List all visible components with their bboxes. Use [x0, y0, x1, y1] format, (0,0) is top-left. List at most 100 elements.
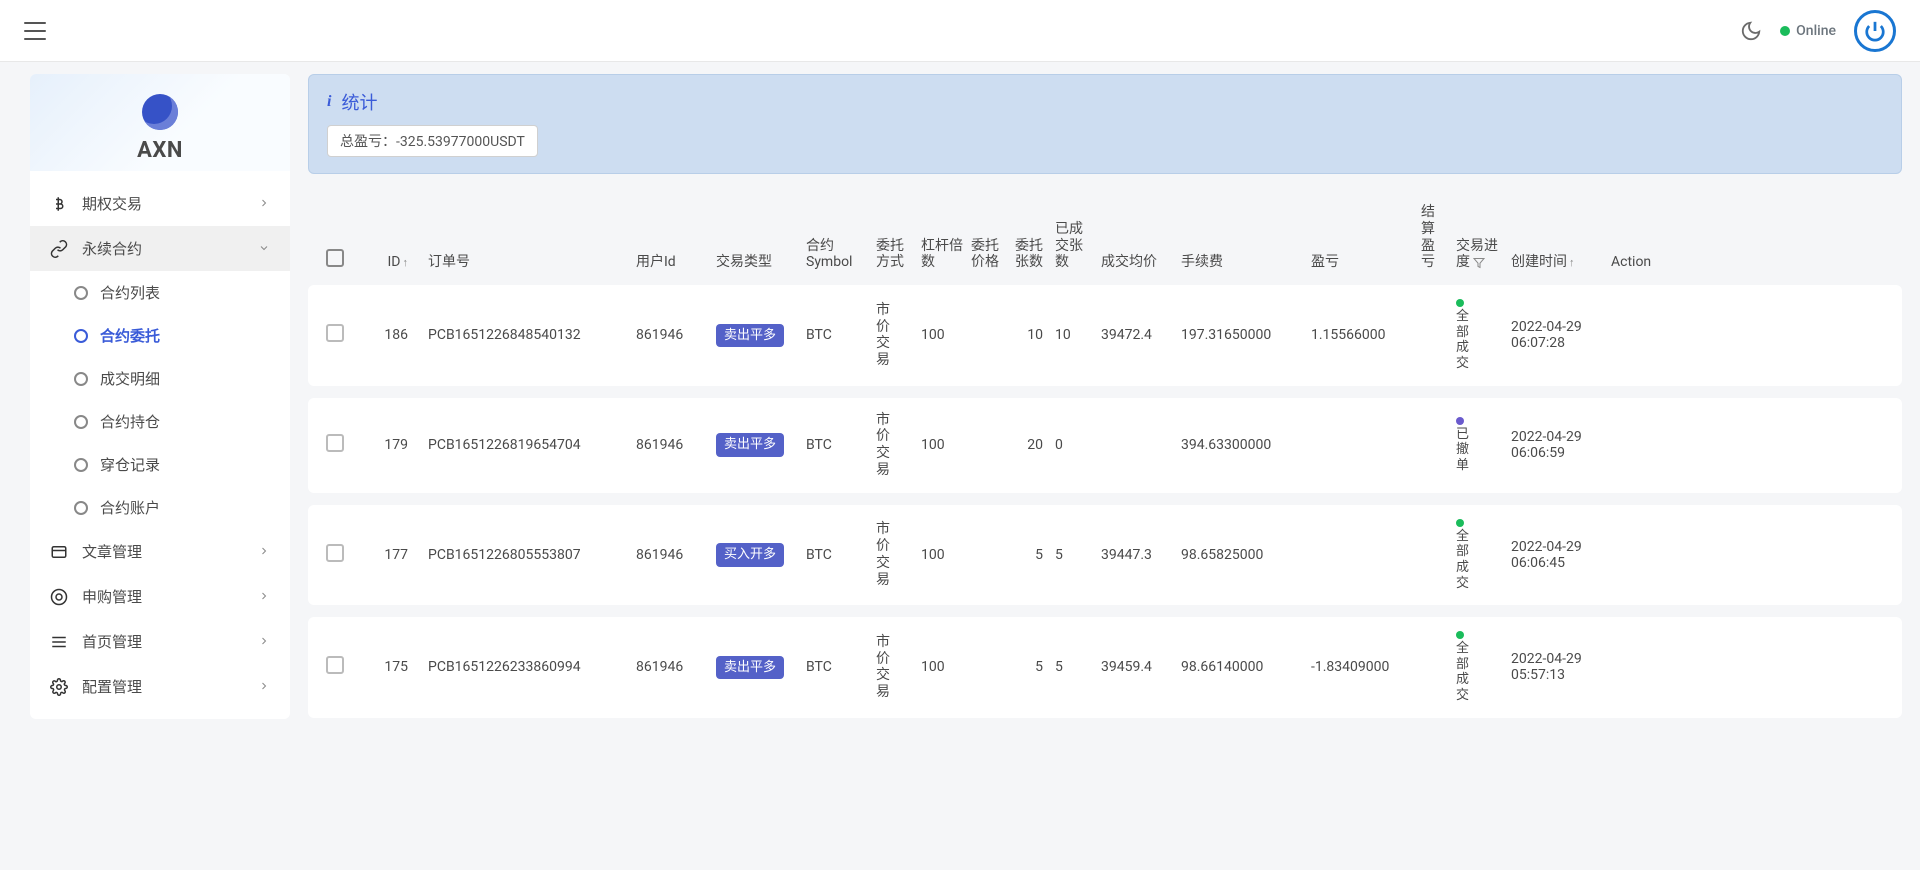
cell-fee: 197.31650000 [1177, 327, 1307, 343]
cell-created: 2022-04-29 05:57:13 [1507, 651, 1607, 683]
header-action[interactable]: Action [1611, 254, 1651, 270]
status-text: 已撤单 [1456, 427, 1469, 474]
row-checkbox[interactable] [326, 544, 344, 562]
header-trade-type[interactable]: 交易类型 [716, 254, 772, 270]
cell-pnl: -1.83409000 [1307, 659, 1417, 675]
cell-created: 2022-04-29 06:07:28 [1507, 319, 1607, 351]
subnav-item[interactable]: 合约账户 [30, 486, 290, 529]
info-icon: i [327, 93, 331, 111]
chevron-icon [258, 240, 270, 258]
subnav-item[interactable]: 合约列表 [30, 271, 290, 314]
status-text: 全部成交 [1456, 309, 1469, 371]
header-deal-amount[interactable]: 已成交张数 [1055, 221, 1083, 271]
header-entrust-amount[interactable]: 委托张数 [1015, 238, 1043, 271]
status-cell: 全部成交 [1456, 519, 1503, 591]
cell-created: 2022-04-29 06:06:45 [1507, 539, 1607, 571]
header-entrust-price[interactable]: 委托价格 [971, 238, 999, 271]
nav-group[interactable]: 首页管理 [30, 619, 290, 664]
subnav-label: 合约账户 [100, 497, 160, 518]
subnav-label: 合约列表 [100, 282, 160, 303]
subnav-item[interactable]: 合约持仓 [30, 400, 290, 443]
subnav-item[interactable]: 穿仓记录 [30, 443, 290, 486]
topbar: Online [0, 0, 1920, 62]
menu-toggle-button[interactable] [24, 22, 46, 40]
row-checkbox[interactable] [326, 434, 344, 452]
nav-group-label: 永续合约 [82, 238, 142, 259]
select-all-checkbox[interactable] [326, 249, 344, 267]
sort-asc-icon: ↑ [403, 256, 409, 269]
sidebar: AXN 期权交易 永续合约 合约列表合约委托成交明细合约持仓穿仓记录合约账户 文… [30, 74, 290, 719]
header-created[interactable]: 创建时间 [1511, 254, 1567, 270]
header-settle-pnl[interactable]: 结算盈亏 [1421, 204, 1435, 270]
cell-order-no: PCB1651226805553807 [412, 547, 632, 563]
filter-icon[interactable] [1473, 257, 1485, 269]
cell-entrust-amount: 5 [1007, 547, 1047, 563]
orders-table: ID↑ 订单号 用户Id 交易类型 合约Symbol 委托方式 杠杆倍数 委托价… [308, 194, 1902, 718]
header-leverage[interactable]: 杠杆倍数 [921, 238, 963, 271]
cell-symbol: BTC [802, 437, 872, 453]
cell-method: 市价交易 [872, 412, 917, 479]
cell-symbol: BTC [802, 659, 872, 675]
nav-group[interactable]: 永续合约 [30, 226, 290, 271]
online-label: Online [1796, 23, 1836, 39]
cell-avg-price: 39459.4 [1097, 659, 1177, 675]
cell-entrust-amount: 20 [1007, 437, 1047, 453]
status-dot-icon [1456, 631, 1464, 639]
cell-pnl: 1.15566000 [1307, 327, 1417, 343]
subnav-label: 合约委托 [100, 325, 160, 346]
header-user-id[interactable]: 用户Id [636, 254, 676, 270]
header-method[interactable]: 委托方式 [876, 238, 904, 271]
cell-deal-amount: 5 [1047, 547, 1097, 563]
header-avg-price[interactable]: 成交均价 [1101, 254, 1157, 270]
circle-icon [74, 458, 88, 472]
chevron-icon [258, 633, 270, 651]
nav-group[interactable]: 文章管理 [30, 529, 290, 574]
cell-leverage: 100 [917, 547, 967, 563]
status-dot-icon [1456, 417, 1464, 425]
cell-method: 市价交易 [872, 634, 917, 701]
status-cell: 全部成交 [1456, 631, 1503, 703]
status-text: 全部成交 [1456, 641, 1469, 703]
nav-group-icon [50, 543, 68, 561]
nav-group[interactable]: 申购管理 [30, 574, 290, 619]
chevron-icon [258, 678, 270, 696]
stats-title: i 统计 [327, 89, 1883, 115]
nav-group-icon [50, 678, 68, 696]
subnav-item[interactable]: 合约委托 [30, 314, 290, 357]
header-fee[interactable]: 手续费 [1181, 254, 1223, 270]
chevron-icon [258, 543, 270, 561]
dark-mode-icon[interactable] [1740, 20, 1762, 42]
cell-deal-amount: 0 [1047, 437, 1097, 453]
nav-group-label: 期权交易 [82, 193, 142, 214]
row-checkbox[interactable] [326, 656, 344, 674]
cell-user-id: 861946 [632, 547, 712, 563]
subnav-item[interactable]: 成交明细 [30, 357, 290, 400]
cell-method: 市价交易 [872, 521, 917, 588]
header-order-no[interactable]: 订单号 [428, 254, 470, 270]
nav-group[interactable]: 期权交易 [30, 181, 290, 226]
sort-asc-icon: ↑ [1569, 256, 1575, 269]
nav-group-label: 首页管理 [82, 631, 142, 652]
trade-type-badge: 买入开多 [716, 543, 784, 567]
cell-entrust-amount: 10 [1007, 327, 1047, 343]
logo-section: AXN [30, 74, 290, 171]
table-header-row: ID↑ 订单号 用户Id 交易类型 合约Symbol 委托方式 杠杆倍数 委托价… [308, 194, 1902, 285]
cell-id: 179 [362, 437, 412, 453]
cell-user-id: 861946 [632, 437, 712, 453]
header-id[interactable]: ID [388, 254, 401, 270]
cell-created: 2022-04-29 06:06:59 [1507, 429, 1607, 461]
cell-symbol: BTC [802, 547, 872, 563]
cell-avg-price: 39447.3 [1097, 547, 1177, 563]
header-pnl[interactable]: 盈亏 [1311, 254, 1339, 270]
user-avatar-button[interactable] [1854, 10, 1896, 52]
cell-order-no: PCB1651226848540132 [412, 327, 632, 343]
header-symbol[interactable]: 合约Symbol [806, 238, 852, 271]
cell-avg-price: 39472.4 [1097, 327, 1177, 343]
row-checkbox[interactable] [326, 324, 344, 342]
cell-fee: 98.65825000 [1177, 547, 1307, 563]
cell-leverage: 100 [917, 659, 967, 675]
chevron-icon [258, 195, 270, 213]
nav-list: 期权交易 永续合约 合约列表合约委托成交明细合约持仓穿仓记录合约账户 文章管理 … [30, 171, 290, 719]
cell-id: 177 [362, 547, 412, 563]
nav-group[interactable]: 配置管理 [30, 664, 290, 709]
